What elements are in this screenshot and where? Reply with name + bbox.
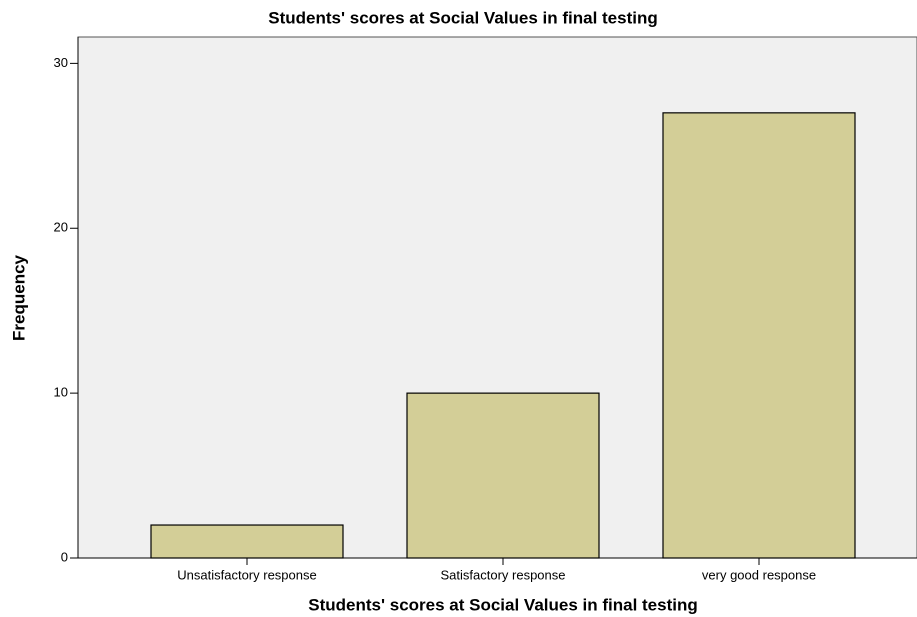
y-axis-title: Frequency: [9, 254, 28, 341]
bar: [406, 392, 600, 559]
x-tick-label: very good response: [702, 567, 816, 582]
x-tick-label: Unsatisfactory response: [177, 567, 316, 582]
bar: [662, 112, 856, 559]
chart-title: Students' scores at Social Values in fin…: [268, 8, 658, 27]
x-tick-label: Satisfactory response: [440, 567, 565, 582]
y-tick-label: 10: [54, 385, 68, 400]
y-tick-label: 20: [54, 220, 68, 235]
bar: [150, 524, 344, 559]
x-axis-title: Students' scores at Social Values in fin…: [308, 595, 698, 614]
y-tick-label: 0: [61, 549, 68, 564]
y-tick-label: 30: [54, 55, 68, 70]
